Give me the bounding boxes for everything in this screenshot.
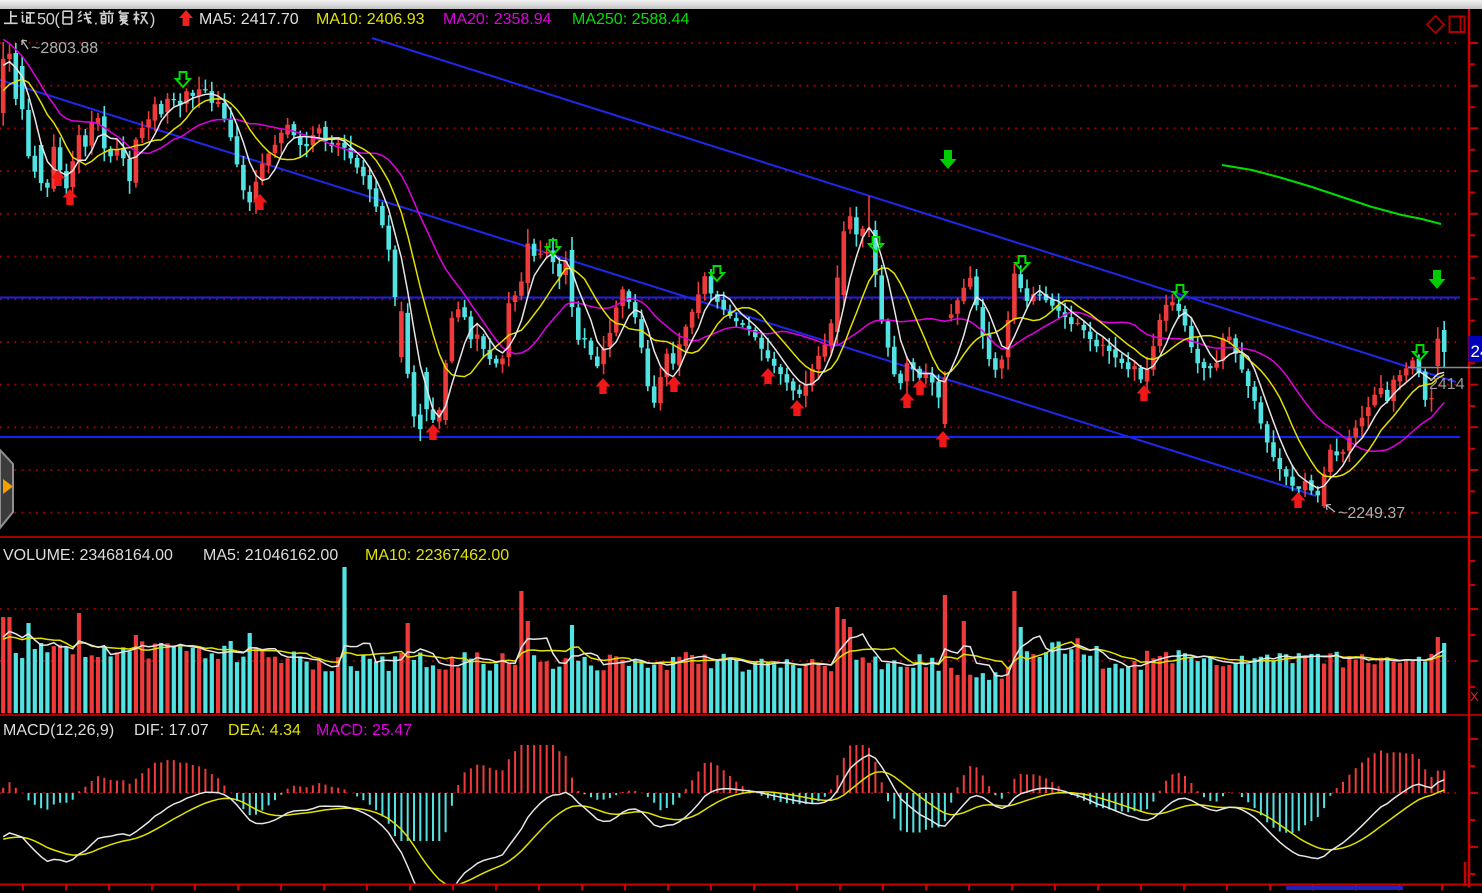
svg-text:MA20: 2358.94: MA20: 2358.94 bbox=[443, 11, 552, 28]
svg-text:MA250: 2588.44: MA250: 2588.44 bbox=[572, 11, 690, 28]
svg-text:MA10: 2406.93: MA10: 2406.93 bbox=[316, 11, 425, 28]
svg-text:X: X bbox=[1470, 689, 1479, 704]
svg-text:24: 24 bbox=[1471, 342, 1482, 361]
svg-text:MACD(12,26,9): MACD(12,26,9) bbox=[3, 722, 114, 739]
svg-text:2414: 2414 bbox=[1429, 376, 1465, 393]
svg-text:VOLUME: 23468164.00: VOLUME: 23468164.00 bbox=[3, 547, 173, 564]
svg-text:MA5: 21046162.00: MA5: 21046162.00 bbox=[203, 547, 338, 564]
svg-text:DEA: 4.34: DEA: 4.34 bbox=[228, 722, 301, 739]
svg-text:~2249.37: ~2249.37 bbox=[1338, 505, 1405, 522]
svg-text:DIF: 17.07: DIF: 17.07 bbox=[134, 722, 209, 739]
svg-text:MACD: 25.47: MACD: 25.47 bbox=[316, 722, 412, 739]
svg-text:MA5: 2417.70: MA5: 2417.70 bbox=[199, 11, 299, 28]
svg-text:5: 5 bbox=[37, 10, 46, 28]
svg-text:0: 0 bbox=[46, 10, 55, 28]
svg-text:~2803.88: ~2803.88 bbox=[31, 40, 98, 57]
svg-text:.: . bbox=[94, 10, 99, 28]
svg-text:MA10: 22367462.00: MA10: 22367462.00 bbox=[365, 547, 509, 564]
svg-text:(: ( bbox=[54, 10, 60, 28]
svg-text:): ) bbox=[150, 10, 156, 28]
